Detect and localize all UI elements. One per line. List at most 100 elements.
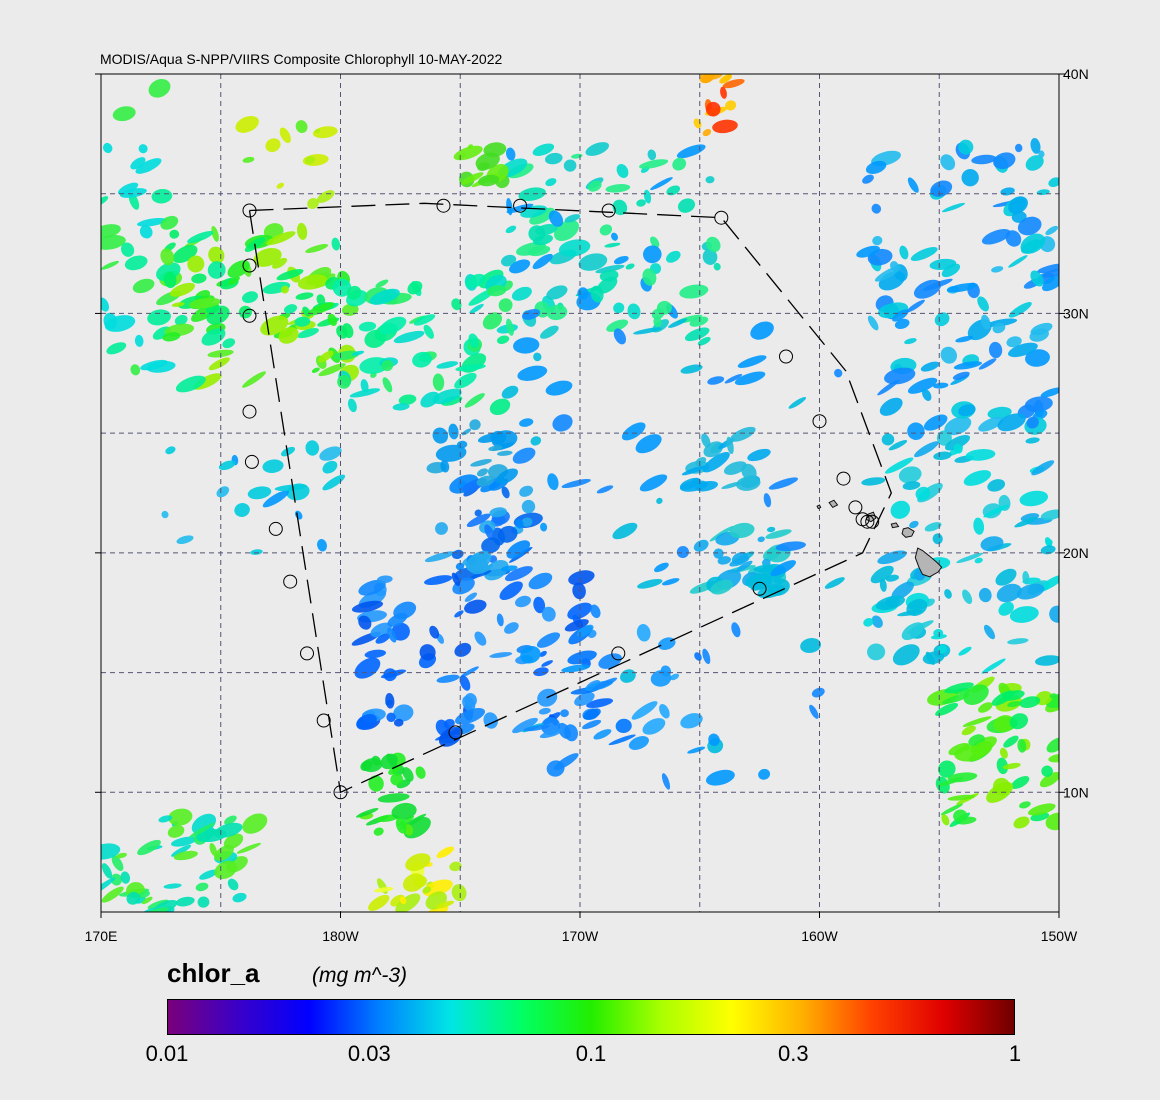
chlorophyll-patch [130, 364, 141, 376]
chlorophyll-patch [191, 273, 207, 284]
chlorophyll-patch [824, 577, 845, 589]
chlorophyll-patch [585, 142, 610, 156]
chlorophyll-patch [952, 371, 970, 380]
chlorophyll-patch [101, 224, 121, 239]
chlorophyll-patch [420, 391, 440, 408]
chlorophyll-patch [1019, 490, 1049, 507]
chlorophyll-patch [574, 692, 595, 707]
chlorophyll-patch [139, 225, 153, 239]
chlorophyll-patch [101, 196, 109, 206]
station-marker [812, 414, 827, 429]
chlorophyll-patch [546, 285, 568, 300]
chlorophyll-patch [276, 269, 304, 281]
chlorophyll-patch [316, 294, 326, 306]
chlorophyll-patch [586, 698, 614, 708]
chlorophyll-patch [376, 814, 399, 823]
chlorophyll-patch [341, 303, 359, 316]
chlorophyll-patch [162, 332, 181, 342]
chlorophyll-patch [906, 299, 925, 313]
chlorophyll-patch [506, 147, 516, 161]
chlorophyll-patch [953, 809, 968, 823]
chlorophyll-patch [304, 156, 316, 165]
chlorophyll-patch [971, 154, 997, 165]
chlorophyll-patch [961, 169, 979, 187]
chlorophyll-patch [501, 254, 517, 267]
chlorophyll-patch [489, 507, 507, 518]
chlorophyll-patch [972, 740, 993, 757]
station-marker [752, 581, 767, 596]
station-markers [242, 198, 880, 800]
chlorophyll-patch [885, 574, 899, 582]
chlorophyll-patch [596, 485, 614, 494]
chlorophyll-patch [297, 222, 308, 240]
chlorophyll-patch [512, 717, 538, 734]
chlorophyll-patch [680, 364, 703, 374]
station-marker [300, 646, 314, 661]
chlorophyll-patch [706, 236, 721, 253]
chlorophyll-patch [470, 458, 492, 467]
chlorophyll-patch [385, 693, 395, 709]
chlorophyll-patch [627, 303, 641, 320]
chlorophyll-patch [811, 687, 825, 698]
chlorophyll-patch [705, 769, 735, 786]
chlorophyll-patch [568, 570, 595, 586]
chlorophyll-patch [294, 510, 303, 520]
chlorophyll-patch [468, 333, 479, 348]
chlorophyll-patch [730, 426, 756, 442]
chlorophyll-patch [611, 232, 618, 241]
chlorophyll-patch [424, 575, 453, 586]
chlorophyll-patch [870, 565, 894, 584]
chlorophyll-patch [587, 180, 602, 192]
chlorophyll-patch [702, 248, 718, 265]
chlorophyll-patch [872, 235, 883, 246]
chlorophyll-patch [612, 522, 638, 540]
colorbar-tick-label: 1 [1008, 1041, 1022, 1066]
chlorophyll-patch [702, 451, 730, 473]
chlorophyll-patch [637, 579, 663, 589]
chlorophyll-patch [768, 477, 799, 490]
chlorophyll-patch [741, 463, 757, 481]
station-marker [448, 725, 463, 740]
chlorophyll-patch [1025, 349, 1050, 367]
longitude-label: 150W [1041, 928, 1078, 944]
chlorophyll-patch [126, 891, 141, 905]
chlorophyll-patch [867, 315, 879, 331]
chlorophyll-patch [228, 276, 240, 285]
chlorophyll-patch [167, 825, 185, 838]
chlorophyll-patch [1045, 539, 1053, 546]
chlorophyll-patch [713, 262, 721, 271]
chlorophyll-patch [958, 404, 976, 417]
chlorophyll-patch [978, 587, 992, 603]
chlorophyll-patch [750, 321, 774, 340]
chlorophyll-patch [195, 882, 209, 892]
chlorophyll-patch [656, 497, 663, 504]
chlorophyll-patch [992, 322, 1006, 334]
chlorophyll-patch [915, 486, 931, 501]
chlorophyll-patch [997, 413, 1026, 432]
chlorophyll-patch [993, 152, 1016, 170]
chlorophyll-patch [598, 653, 622, 669]
chlorophyll-patch [207, 261, 226, 279]
chlorophyll-patch [582, 719, 602, 730]
chlorophyll-patch [297, 274, 328, 290]
chlorophyll-patch [165, 446, 176, 455]
chlorophyll-patch [937, 644, 948, 654]
chlorophyll-patch [227, 878, 239, 891]
chlorophyll-patch [944, 434, 971, 451]
chlorophyll-patch [517, 365, 548, 381]
chlorophyll-patch [946, 282, 978, 293]
colorbar-tick-label: 0.01 [145, 1041, 189, 1066]
chlorophyll-patch [354, 657, 381, 679]
chlorophyll-patch [436, 674, 460, 683]
chlorophyll-patch [735, 560, 753, 572]
chlorophyll-patch [475, 152, 500, 170]
chlorophyll-patch [576, 624, 594, 638]
station-marker [865, 514, 880, 529]
chlorophyll-patch [404, 824, 414, 836]
chlorophyll-patch [429, 625, 440, 639]
chlorophyll-patch [564, 724, 579, 742]
longitude-label: 170W [562, 928, 599, 944]
island-shape [901, 527, 915, 538]
chlorophyll-patch [874, 265, 901, 282]
chlorophyll-patch [834, 368, 843, 378]
